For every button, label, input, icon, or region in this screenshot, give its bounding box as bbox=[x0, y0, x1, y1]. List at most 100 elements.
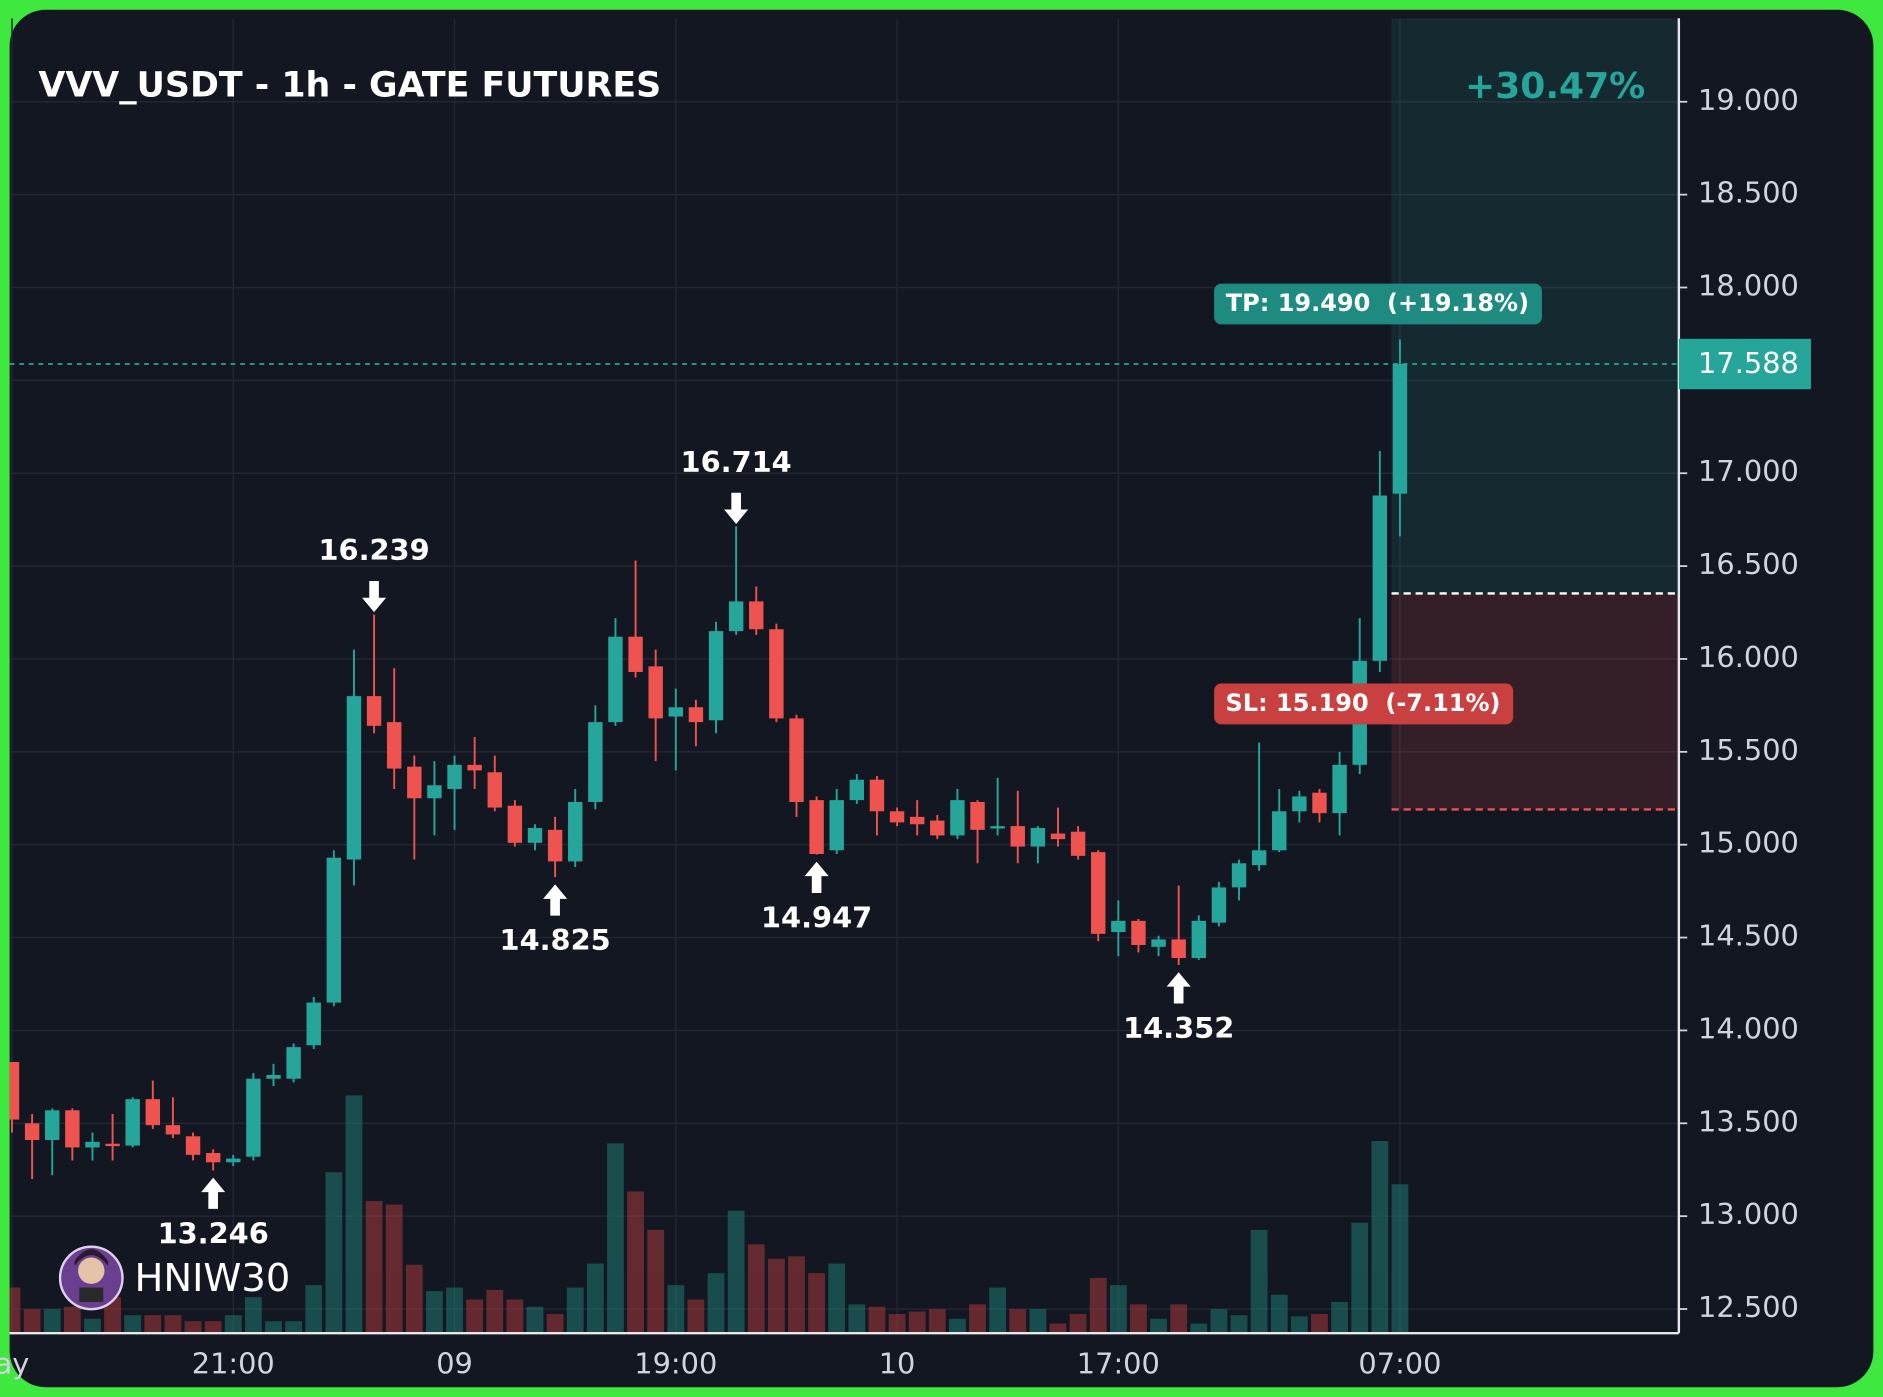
candle-body bbox=[588, 722, 603, 802]
volume-bar bbox=[1009, 1309, 1027, 1334]
volume-bar bbox=[446, 1287, 463, 1334]
volume-bar bbox=[566, 1287, 584, 1334]
candle-body bbox=[789, 718, 804, 802]
volume-bar bbox=[1210, 1309, 1228, 1334]
x-tick-label: 07:00 bbox=[1358, 1347, 1441, 1381]
candle-body bbox=[829, 800, 844, 851]
y-tick-label: 15.500 bbox=[1698, 733, 1799, 767]
volume-bar bbox=[204, 1321, 222, 1334]
candle-body bbox=[909, 816, 925, 825]
last-price-label: 17.588 bbox=[1698, 346, 1799, 380]
candle-body bbox=[527, 827, 543, 843]
watermark: HNIW30 bbox=[135, 1256, 291, 1301]
volume-bar bbox=[365, 1201, 383, 1334]
watermark-avatar bbox=[58, 1245, 124, 1311]
volume-bar bbox=[868, 1306, 886, 1334]
volume-bar bbox=[23, 1309, 41, 1334]
candle-body bbox=[749, 601, 764, 630]
x-tick-label: 10 bbox=[879, 1347, 916, 1381]
candle-body bbox=[1010, 826, 1025, 847]
candle-body bbox=[507, 805, 523, 843]
candle-body bbox=[346, 696, 362, 860]
candle-body bbox=[9, 1062, 20, 1120]
y-tick-label: 13.500 bbox=[1698, 1104, 1799, 1138]
volume-bar bbox=[1391, 1184, 1409, 1334]
volume-bar bbox=[285, 1321, 303, 1334]
candle-body bbox=[105, 1143, 120, 1147]
volume-bar bbox=[466, 1299, 484, 1334]
y-tick-label: 18.500 bbox=[1698, 176, 1799, 210]
volume-bar bbox=[405, 1264, 423, 1334]
candle-body bbox=[728, 601, 744, 632]
candle-body bbox=[286, 1047, 301, 1079]
pivot-label: 14.825 bbox=[500, 923, 611, 957]
volume-bar bbox=[1311, 1313, 1328, 1334]
volume-bar bbox=[385, 1204, 403, 1334]
volume-bar bbox=[1029, 1309, 1047, 1334]
volume-bar bbox=[9, 1287, 21, 1334]
pivot-label: 13.246 bbox=[158, 1216, 269, 1250]
volume-bar bbox=[707, 1273, 725, 1334]
volume-bar bbox=[687, 1299, 705, 1334]
volume-bar bbox=[1049, 1323, 1067, 1334]
volume-bar bbox=[244, 1297, 262, 1334]
volume-bar bbox=[265, 1321, 282, 1334]
volume-bar bbox=[164, 1315, 182, 1334]
volume-bar bbox=[969, 1304, 986, 1334]
volume-bar bbox=[949, 1318, 966, 1334]
y-tick-label: 16.500 bbox=[1698, 547, 1799, 581]
volume-bar bbox=[144, 1315, 162, 1334]
candle-body bbox=[1251, 850, 1267, 866]
candle-body bbox=[306, 1002, 321, 1046]
x-tick-label: 21:00 bbox=[192, 1347, 275, 1381]
candle-body bbox=[1231, 863, 1247, 888]
volume-bar bbox=[1190, 1323, 1208, 1334]
volume-bar bbox=[848, 1304, 866, 1334]
volume-bar bbox=[908, 1311, 926, 1334]
volume-bar bbox=[224, 1315, 242, 1334]
candle-body bbox=[1191, 920, 1206, 958]
candle-body bbox=[1272, 811, 1287, 851]
candle-body bbox=[849, 779, 865, 801]
y-tick-label: 14.500 bbox=[1698, 919, 1799, 953]
pivot-arrow bbox=[1166, 972, 1191, 1004]
candle-body bbox=[85, 1141, 100, 1148]
candle-body bbox=[1332, 764, 1347, 814]
volume-bar bbox=[1069, 1313, 1087, 1334]
volume-bar bbox=[104, 1297, 121, 1334]
y-tick-label: 19.000 bbox=[1698, 83, 1799, 117]
x-tick-label: ay bbox=[0, 1347, 29, 1381]
position-result: +30.47% bbox=[1465, 66, 1645, 107]
candle-body bbox=[648, 666, 663, 719]
pivot-arrow bbox=[201, 1177, 226, 1209]
volume-bar bbox=[1150, 1318, 1167, 1334]
volume-bar bbox=[426, 1291, 443, 1334]
y-tick-label: 14.000 bbox=[1698, 1011, 1799, 1045]
candle-body bbox=[266, 1075, 281, 1079]
candle-body bbox=[547, 829, 563, 862]
candle-body bbox=[487, 772, 502, 808]
candle-body bbox=[246, 1078, 261, 1157]
volume-bar bbox=[1130, 1304, 1147, 1334]
candle-body bbox=[1131, 920, 1146, 945]
volume-bar bbox=[928, 1309, 946, 1334]
candle-body bbox=[447, 764, 462, 789]
candle-body bbox=[165, 1125, 181, 1135]
candle-body bbox=[1030, 827, 1046, 847]
volume-bar bbox=[1109, 1285, 1127, 1334]
volume-bar bbox=[1170, 1304, 1188, 1334]
pivot-label: 14.352 bbox=[1123, 1011, 1234, 1045]
candle-body bbox=[45, 1110, 60, 1141]
candle-body bbox=[125, 1099, 140, 1146]
candle-body bbox=[930, 820, 945, 836]
candle-body bbox=[1171, 939, 1186, 958]
candle-body bbox=[668, 707, 684, 717]
candle-body bbox=[407, 766, 422, 799]
volume-bar bbox=[1250, 1229, 1268, 1334]
volume-bar bbox=[184, 1321, 202, 1334]
candle-body bbox=[185, 1136, 201, 1155]
tp-label: TP: 19.490 (+19.18%) bbox=[1226, 289, 1529, 317]
x-tick-label: 19:00 bbox=[634, 1347, 717, 1381]
volume-bar bbox=[767, 1258, 785, 1334]
